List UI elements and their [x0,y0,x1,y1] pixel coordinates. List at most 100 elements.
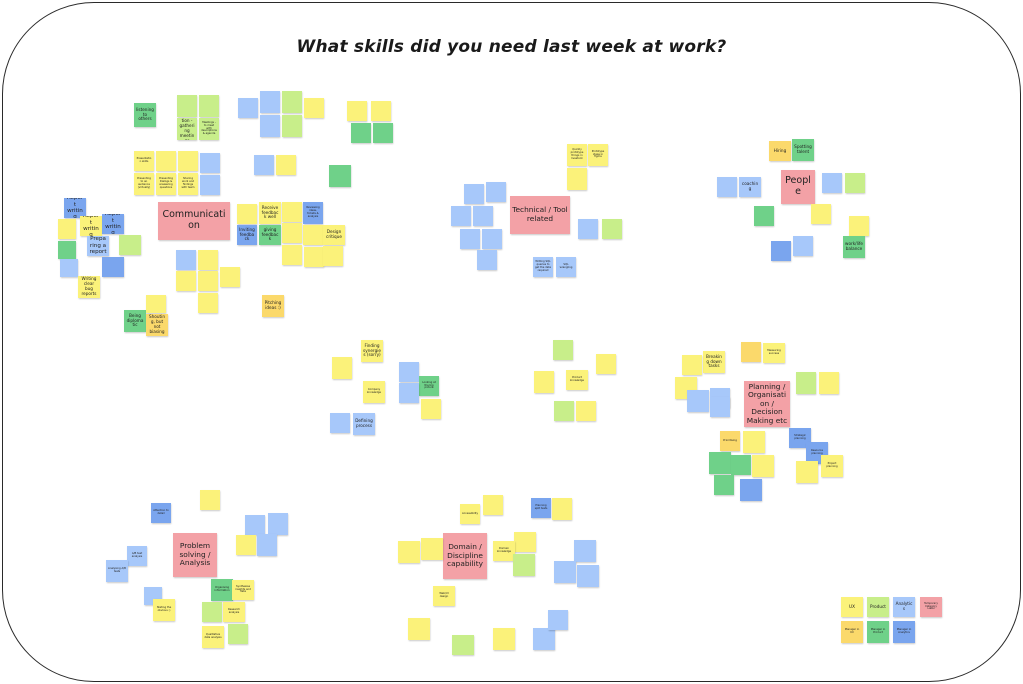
note-report-writing-3[interactable]: Report writing [102,214,124,234]
sticky-note[interactable] [554,561,576,583]
sticky-note[interactable] [60,259,78,277]
sticky-note[interactable] [514,532,536,552]
sticky-note[interactable] [553,340,573,360]
note-report-writing-2[interactable]: Report writing [80,216,102,236]
sticky-note[interactable] [399,383,419,403]
sticky-note[interactable] [254,155,274,175]
sticky-note[interactable] [282,91,302,113]
sticky-note[interactable] [731,455,751,475]
sticky-note[interactable] [323,246,343,266]
sticky-note[interactable] [740,479,762,501]
sticky-note[interactable] [200,153,220,173]
sticky-note[interactable] [548,610,568,630]
sticky-note[interactable] [329,165,351,187]
sticky-note[interactable] [199,95,219,117]
note-preparing-report[interactable]: Preparing a report [87,236,109,256]
sticky-note[interactable] [574,540,596,562]
sticky-note[interactable] [178,151,198,171]
sticky-note[interactable] [303,225,323,245]
sticky-note[interactable] [534,371,554,393]
note-measuring-success[interactable]: Measuring success [763,343,785,363]
sticky-note[interactable] [198,293,218,313]
sticky-note[interactable] [332,357,352,379]
note-presenting-dialogs[interactable]: Presenting Dialogs & answering questions [156,173,176,195]
note-defining-process[interactable]: Defining process [353,413,375,435]
note-company-knowledge[interactable]: Company knowledge [363,381,385,403]
sticky-note[interactable] [202,602,222,622]
note-finding-synergies[interactable]: Finding synergies (sorry) [361,340,383,362]
sticky-note[interactable] [741,342,761,362]
note-reviewing-ideas[interactable]: Reviewing ideas, tickets & analysis [303,202,323,224]
note-listening[interactable]: listening to others [134,103,156,127]
note-quickly-prototype[interactable]: Quickly prototype things in livestock [567,144,587,166]
sticky-note[interactable] [200,490,220,510]
sticky-note[interactable] [473,206,493,226]
sticky-note[interactable] [554,401,574,421]
sticky-note[interactable] [146,295,166,313]
note-synthesise-insights[interactable]: Synthesise insights and data [232,580,254,600]
note-pitching-ideas[interactable]: Pitching ideas :) [262,295,284,317]
sticky-note[interactable] [687,390,709,412]
sticky-note[interactable] [276,155,296,175]
sticky-note[interactable] [771,241,791,261]
sticky-note[interactable] [220,267,240,287]
sticky-note[interactable] [260,91,280,113]
sticky-note[interactable] [228,624,248,644]
sticky-note[interactable] [236,535,256,555]
note-writing-bug-reports[interactable]: Writing clear bug reports [78,276,100,298]
note-prototype-figma[interactable]: Prototype ideas in figma [588,144,608,166]
sticky-note[interactable] [268,513,288,535]
sticky-note[interactable] [849,216,869,236]
sticky-note[interactable] [819,372,839,394]
note-analysing-ab[interactable]: Analysing A/B tests [106,560,128,582]
sticky-note[interactable] [237,204,257,224]
sticky-note[interactable] [58,219,76,239]
sticky-note[interactable] [421,399,441,419]
sticky-note[interactable] [493,628,515,650]
sticky-note[interactable] [198,271,218,291]
sticky-note[interactable] [399,362,419,382]
note-accessibility[interactable]: Accessibility [460,504,480,524]
sticky-note[interactable] [483,495,503,515]
sticky-note[interactable] [304,247,324,267]
note-ab-test[interactable]: A/B test analysis [127,546,147,566]
note-design-critique[interactable]: Design critique [323,225,345,245]
note-work-life[interactable]: work/life balance [843,236,865,258]
sticky-note[interactable] [371,101,391,121]
sticky-note[interactable] [198,250,218,270]
note-coaching[interactable]: coaching [739,177,761,197]
sticky-note[interactable] [119,235,141,255]
sticky-note[interactable] [282,115,302,137]
sticky-note[interactable] [200,175,220,195]
note-inviting-feedback[interactable]: Inviting feedback [237,225,257,245]
sticky-note[interactable] [513,554,535,576]
sticky-note[interactable] [282,245,302,265]
note-looking-big-picture[interactable]: Looking at the big picture [419,376,439,396]
note-project-planning[interactable]: Project planning [821,455,843,477]
sticky-note[interactable] [421,538,443,560]
sticky-note[interactable] [754,206,774,226]
note-web-ui[interactable]: Web/UI design [433,586,455,606]
sticky-note[interactable] [577,565,599,587]
sticky-note[interactable] [793,236,813,256]
note-product-knowledge[interactable]: Product knowledge [566,370,588,390]
sticky-note[interactable] [482,229,502,249]
sticky-note[interactable] [796,372,816,394]
sticky-note[interactable] [177,95,197,117]
sticky-note[interactable] [398,541,420,563]
category-people[interactable]: People [781,170,815,204]
sticky-note[interactable] [682,355,702,375]
sticky-note[interactable] [552,498,572,520]
note-using-sql[interactable]: Writing SQL queries to get the data requ… [533,257,553,277]
sticky-note[interactable] [351,123,371,143]
sticky-note[interactable] [282,223,302,243]
sticky-note[interactable] [578,219,598,239]
sticky-note[interactable] [373,123,393,143]
sticky-note[interactable] [156,151,176,171]
category-problem-solving[interactable]: Problem solving / Analysis [173,533,217,577]
note-meetings[interactable]: Meetings - to meet with descriptions & a… [199,118,219,140]
note-research-analysis[interactable]: Research analysis [223,602,245,622]
note-qualitative-analysis[interactable]: Qualitative data analysis [202,626,224,648]
sticky-note[interactable] [330,413,350,433]
note-hiring[interactable]: Hiring [769,141,791,161]
